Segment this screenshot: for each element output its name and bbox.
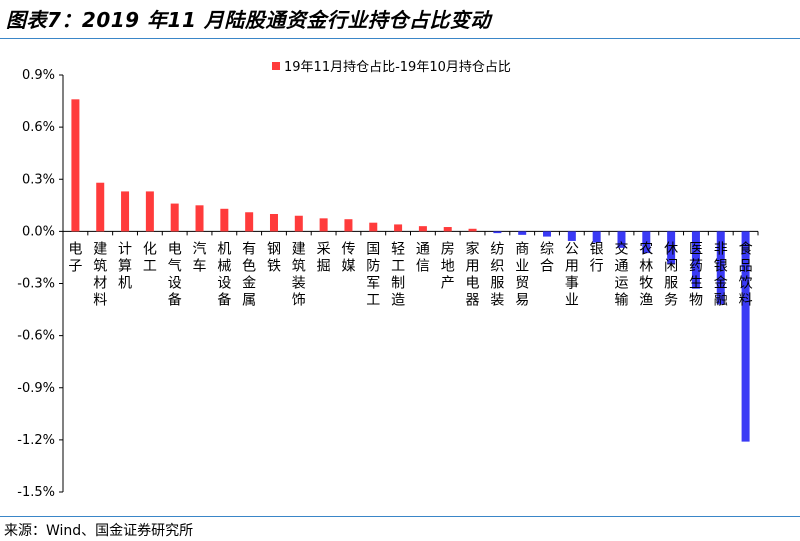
y-tick-label: -0.9% <box>17 381 55 396</box>
y-tick-label: 0.3% <box>22 172 55 187</box>
source-note: 来源：Wind、国金证券研究所 <box>4 523 194 539</box>
chart-legend: 19年11月持仓占比-19年10月持仓占比 <box>272 60 511 75</box>
legend-swatch <box>272 62 280 70</box>
bar-17 <box>493 231 502 234</box>
y-tick-label: 0.0% <box>22 224 55 239</box>
bar-3 <box>145 191 154 232</box>
bar-26 <box>716 231 725 305</box>
category-label: 纺织服装 <box>490 241 504 308</box>
bottom-divider <box>0 516 800 517</box>
category-label: 休闲服务 <box>664 241 678 308</box>
bar-1 <box>96 182 105 232</box>
bar-14 <box>418 226 427 232</box>
bar-10 <box>319 218 328 232</box>
category-label: 建筑材料 <box>93 241 107 308</box>
bar-20 <box>567 231 576 241</box>
category-label: 综合 <box>540 241 554 274</box>
y-tick-label: 0.6% <box>22 120 55 135</box>
bar-6 <box>220 208 229 232</box>
category-label: 银行 <box>590 241 604 274</box>
category-label: 通信 <box>416 241 430 274</box>
bar-18 <box>518 231 527 235</box>
bar-21 <box>592 231 601 243</box>
category-label: 汽车 <box>193 241 207 274</box>
y-tick-label: 0.9% <box>22 68 55 83</box>
bar-27 <box>741 231 750 442</box>
bar-11 <box>344 219 353 232</box>
bar-15 <box>443 227 452 232</box>
bar-5 <box>195 205 204 232</box>
category-label: 公用事业 <box>565 241 579 308</box>
category-label: 建筑装饰 <box>292 241 306 308</box>
bar-23 <box>642 231 651 254</box>
chart-bars <box>71 99 750 442</box>
category-label: 轻工制造 <box>391 241 405 308</box>
bar-0 <box>71 99 80 232</box>
category-label: 机械设备 <box>217 241 231 308</box>
category-label: 传媒 <box>341 241 355 274</box>
category-label: 食品饮料 <box>739 240 753 308</box>
bar-22 <box>617 231 626 248</box>
category-label: 采掘 <box>317 241 331 274</box>
category-label: 交通运输 <box>614 240 628 308</box>
category-label: 电气设备 <box>168 241 182 308</box>
bar-7 <box>245 212 254 232</box>
category-label: 化工 <box>143 241 157 274</box>
bar-chart: 0.9% 0.6% 0.3% 0.0% -0.3% -0.6% -0.9% -1.2% -1.5… <box>17 60 759 500</box>
category-label: 商业贸易 <box>515 241 529 308</box>
y-tick-label: -0.3% <box>17 277 55 292</box>
category-label: 有色金属 <box>242 241 256 308</box>
category-label: 国防军工 <box>366 241 380 308</box>
category-labels: 电子建筑材料计算机化工电气设备汽车机械设备有色金属钢铁建筑装饰采掘传媒国防军工轻… <box>68 240 752 308</box>
bar-19 <box>543 231 552 237</box>
bar-2 <box>121 191 130 232</box>
top-divider <box>0 38 800 39</box>
bar-24 <box>667 231 676 265</box>
bar-4 <box>170 203 179 232</box>
category-label: 医药生物 <box>689 241 703 308</box>
bar-25 <box>691 231 700 289</box>
legend-label: 19年11月持仓占比-19年10月持仓占比 <box>284 60 511 75</box>
category-label: 计算机 <box>118 241 132 291</box>
y-tick-label: -0.6% <box>17 329 55 344</box>
category-label: 房地产 <box>441 241 455 291</box>
category-label: 家用电器 <box>466 240 480 308</box>
bar-9 <box>294 215 303 232</box>
category-label: 钢铁 <box>267 241 281 274</box>
bar-16 <box>468 228 477 232</box>
bar-12 <box>369 222 378 232</box>
category-label: 电子 <box>68 241 82 274</box>
bar-13 <box>394 224 403 232</box>
y-tick-label: -1.5% <box>17 485 55 500</box>
chart-axes: 0.9% 0.6% 0.3% 0.0% -0.3% -0.6% -0.9% -1.2% -1.5… <box>17 68 759 500</box>
y-tick-label: -1.2% <box>17 433 55 448</box>
bar-8 <box>269 214 278 232</box>
chart-title: 图表7：2019 年11 月陆股通资金行业持仓占比变动 <box>6 8 491 32</box>
category-label: 农林牧渔 <box>639 241 653 308</box>
category-label: 非银金融 <box>714 241 728 308</box>
